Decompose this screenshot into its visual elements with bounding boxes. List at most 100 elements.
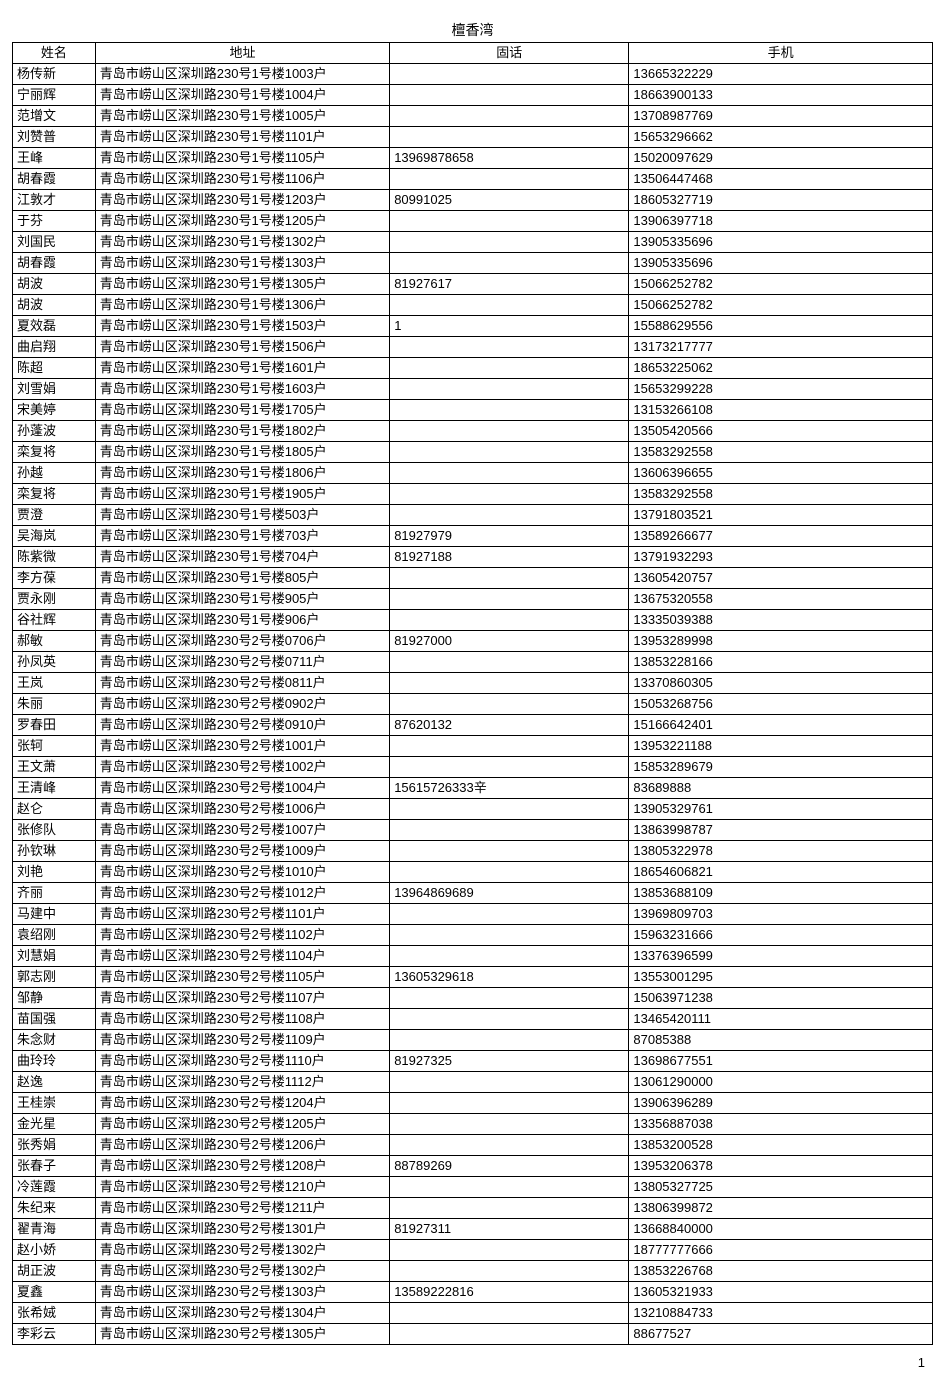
table-cell: 13583292558 bbox=[629, 484, 933, 505]
table-cell bbox=[390, 253, 629, 274]
table-row: 李方葆青岛市崂山区深圳路230号1号楼805户13605420757 bbox=[13, 568, 933, 589]
table-cell bbox=[390, 1135, 629, 1156]
table-row: 孙凤英青岛市崂山区深圳路230号2号楼0711户13853228166 bbox=[13, 652, 933, 673]
table-row: 孙蓬波青岛市崂山区深圳路230号1号楼1802户13505420566 bbox=[13, 421, 933, 442]
table-cell: 张希娀 bbox=[13, 1303, 96, 1324]
table-cell: 13553001295 bbox=[629, 967, 933, 988]
table-cell: 青岛市崂山区深圳路230号2号楼1301户 bbox=[95, 1219, 389, 1240]
table-cell: 朱丽 bbox=[13, 694, 96, 715]
table-cell: 青岛市崂山区深圳路230号2号楼0902户 bbox=[95, 694, 389, 715]
table-cell: 15166642401 bbox=[629, 715, 933, 736]
table-cell: 13376396599 bbox=[629, 946, 933, 967]
table-cell bbox=[390, 64, 629, 85]
table-cell: 13583292558 bbox=[629, 442, 933, 463]
table-cell: 李彩云 bbox=[13, 1324, 96, 1345]
table-row: 金光星青岛市崂山区深圳路230号2号楼1205户13356887038 bbox=[13, 1114, 933, 1135]
table-cell: 青岛市崂山区深圳路230号1号楼1303户 bbox=[95, 253, 389, 274]
table-cell bbox=[390, 337, 629, 358]
table-cell bbox=[390, 1261, 629, 1282]
table-cell bbox=[390, 1009, 629, 1030]
table-cell: 13675320558 bbox=[629, 589, 933, 610]
table-cell: 13173217777 bbox=[629, 337, 933, 358]
table-cell: 青岛市崂山区深圳路230号1号楼1005户 bbox=[95, 106, 389, 127]
table-row: 李彩云青岛市崂山区深圳路230号2号楼1305户88677527 bbox=[13, 1324, 933, 1345]
table-cell: 1 bbox=[390, 316, 629, 337]
table-cell: 刘艳 bbox=[13, 862, 96, 883]
table-cell bbox=[390, 400, 629, 421]
table-cell bbox=[390, 484, 629, 505]
table-cell: 13465420111 bbox=[629, 1009, 933, 1030]
table-cell: 夏效磊 bbox=[13, 316, 96, 337]
header-phone: 固话 bbox=[390, 43, 629, 64]
table-cell: 87620132 bbox=[390, 715, 629, 736]
table-cell bbox=[390, 85, 629, 106]
table-cell: 15020097629 bbox=[629, 148, 933, 169]
table-cell bbox=[390, 127, 629, 148]
table-cell: 青岛市崂山区深圳路230号1号楼1101户 bbox=[95, 127, 389, 148]
table-cell: 袁绍刚 bbox=[13, 925, 96, 946]
table-cell: 13953289998 bbox=[629, 631, 933, 652]
table-cell: 13605329618 bbox=[390, 967, 629, 988]
table-cell: 刘慧娟 bbox=[13, 946, 96, 967]
table-row: 陈紫微青岛市崂山区深圳路230号1号楼704户81927188137919322… bbox=[13, 547, 933, 568]
table-cell bbox=[390, 799, 629, 820]
table-cell: 15588629556 bbox=[629, 316, 933, 337]
table-cell: 13605420757 bbox=[629, 568, 933, 589]
table-cell bbox=[390, 1072, 629, 1093]
table-cell: 13853200528 bbox=[629, 1135, 933, 1156]
table-row: 赵逸青岛市崂山区深圳路230号2号楼1112户13061290000 bbox=[13, 1072, 933, 1093]
table-cell: 18605327719 bbox=[629, 190, 933, 211]
table-row: 刘艳青岛市崂山区深圳路230号2号楼1010户18654606821 bbox=[13, 862, 933, 883]
table-cell: 孙越 bbox=[13, 463, 96, 484]
table-cell: 13853226768 bbox=[629, 1261, 933, 1282]
table-cell: 青岛市崂山区深圳路230号2号楼1102户 bbox=[95, 925, 389, 946]
table-cell: 13953206378 bbox=[629, 1156, 933, 1177]
table-cell: 冷莲霞 bbox=[13, 1177, 96, 1198]
table-cell bbox=[390, 1324, 629, 1345]
table-cell: 陈紫微 bbox=[13, 547, 96, 568]
table-cell: 13210884733 bbox=[629, 1303, 933, 1324]
table-cell: 青岛市崂山区深圳路230号1号楼1806户 bbox=[95, 463, 389, 484]
table-cell: 青岛市崂山区深圳路230号1号楼1105户 bbox=[95, 148, 389, 169]
table-cell: 81927325 bbox=[390, 1051, 629, 1072]
table-row: 张希娀青岛市崂山区深圳路230号2号楼1304户13210884733 bbox=[13, 1303, 933, 1324]
table-cell: 13853688109 bbox=[629, 883, 933, 904]
table-cell: 马建中 bbox=[13, 904, 96, 925]
table-row: 郭志刚青岛市崂山区深圳路230号2号楼1105户1360532961813553… bbox=[13, 967, 933, 988]
table-row: 夏鑫青岛市崂山区深圳路230号2号楼1303户13589222816136053… bbox=[13, 1282, 933, 1303]
table-cell: 王岚 bbox=[13, 673, 96, 694]
table-cell: 13953221188 bbox=[629, 736, 933, 757]
table-cell: 青岛市崂山区深圳路230号2号楼1205户 bbox=[95, 1114, 389, 1135]
table-cell bbox=[390, 862, 629, 883]
table-cell: 13698677551 bbox=[629, 1051, 933, 1072]
header-name: 姓名 bbox=[13, 43, 96, 64]
table-cell: 赵逸 bbox=[13, 1072, 96, 1093]
table-cell: 15653296662 bbox=[629, 127, 933, 148]
table-cell: 15066252782 bbox=[629, 295, 933, 316]
table-cell: 13791803521 bbox=[629, 505, 933, 526]
table-cell: 刘赞普 bbox=[13, 127, 96, 148]
table-cell: 王清峰 bbox=[13, 778, 96, 799]
table-cell: 13905335696 bbox=[629, 253, 933, 274]
table-cell: 81927188 bbox=[390, 547, 629, 568]
document-title: 檀香湾 bbox=[12, 20, 933, 42]
table-row: 刘慧娟青岛市崂山区深圳路230号2号楼1104户13376396599 bbox=[13, 946, 933, 967]
table-cell bbox=[390, 1114, 629, 1135]
table-cell: 15653299228 bbox=[629, 379, 933, 400]
table-cell: 青岛市崂山区深圳路230号1号楼1503户 bbox=[95, 316, 389, 337]
table-cell: 青岛市崂山区深圳路230号2号楼1211户 bbox=[95, 1198, 389, 1219]
table-cell bbox=[390, 946, 629, 967]
table-row: 胡波青岛市崂山区深圳路230号1号楼1306户15066252782 bbox=[13, 295, 933, 316]
table-row: 张秀娟青岛市崂山区深圳路230号2号楼1206户13853200528 bbox=[13, 1135, 933, 1156]
table-cell bbox=[390, 820, 629, 841]
table-cell: 张秀娟 bbox=[13, 1135, 96, 1156]
table-cell: 青岛市崂山区深圳路230号2号楼1009户 bbox=[95, 841, 389, 862]
table-cell: 13589222816 bbox=[390, 1282, 629, 1303]
table-cell bbox=[390, 673, 629, 694]
table-row: 栾复将青岛市崂山区深圳路230号1号楼1805户13583292558 bbox=[13, 442, 933, 463]
table-cell: 13589266677 bbox=[629, 526, 933, 547]
table-cell: 青岛市崂山区深圳路230号1号楼1603户 bbox=[95, 379, 389, 400]
table-row: 胡正波青岛市崂山区深圳路230号2号楼1302户13853226768 bbox=[13, 1261, 933, 1282]
table-cell bbox=[390, 442, 629, 463]
table-cell: 胡正波 bbox=[13, 1261, 96, 1282]
